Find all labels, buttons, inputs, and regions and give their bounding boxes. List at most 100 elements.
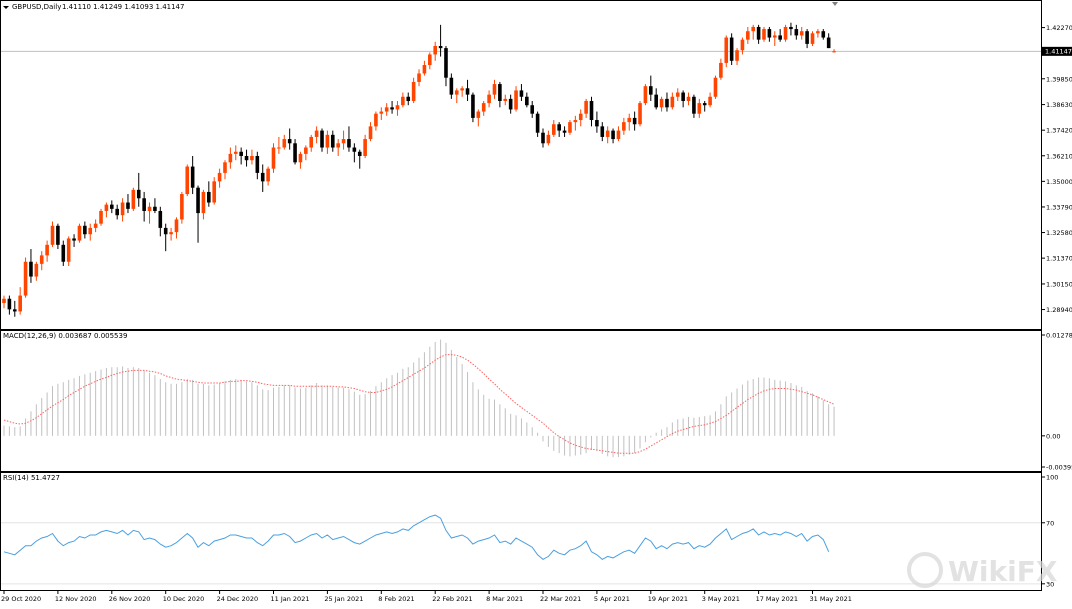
price-axis-tick-label: 1.28940 xyxy=(1046,306,1072,314)
candle-bear xyxy=(110,204,114,209)
candle-bear xyxy=(83,225,87,235)
candle-bear xyxy=(158,210,163,228)
macd-histogram-group xyxy=(3,339,835,458)
chart-shift-marker-icon[interactable] xyxy=(832,2,838,6)
candle-bear xyxy=(541,132,545,144)
time-axis-tick-label: 22 Feb 2021 xyxy=(432,595,472,603)
symbol-dropdown-icon[interactable] xyxy=(3,6,9,9)
candle-bull xyxy=(379,111,384,114)
watermark-logo: WikiFX xyxy=(907,552,1058,588)
candle-bull xyxy=(487,94,491,104)
last-price-label: 1.41147 xyxy=(1045,48,1072,56)
symbol-label: GBPUSD,Daily xyxy=(12,3,61,11)
candle-bear xyxy=(665,98,669,108)
candle-bull xyxy=(304,147,308,154)
ohlc-header: 1.41110 1.41249 1.41093 1.41147 xyxy=(62,3,184,11)
candle-bear xyxy=(320,130,324,148)
rsi-axis-tick-label: 100 xyxy=(1046,474,1058,482)
macd-axis-tick-label: -0.003952 xyxy=(1046,464,1072,472)
candle-bull xyxy=(578,113,583,121)
candle-bull xyxy=(686,96,691,101)
candle-bear xyxy=(692,96,696,114)
candle-bear xyxy=(190,166,195,188)
candle-bull xyxy=(180,194,184,220)
rsi-axis-tick-label: 30 xyxy=(1046,580,1054,588)
candle-bear xyxy=(287,139,292,144)
price-axis-tick-label: 1.35000 xyxy=(1046,178,1072,186)
candle-bear xyxy=(29,261,33,277)
candle-bear xyxy=(535,113,540,133)
candle-bear xyxy=(347,139,351,148)
candle-bear xyxy=(438,45,443,49)
candle-bull xyxy=(233,151,238,154)
candle-bear xyxy=(136,189,141,199)
candle-bear xyxy=(207,191,211,203)
price-axis-tick-label: 1.36210 xyxy=(1046,152,1072,160)
macd-axis-ticks: 0.012786 0.00 -0.003952 xyxy=(1042,332,1072,472)
candle-bear xyxy=(330,134,335,148)
price-axis-tick-label: 1.31370 xyxy=(1046,255,1072,263)
candle-bear xyxy=(444,48,448,78)
last-price-tag xyxy=(1042,46,1072,56)
candle-bull xyxy=(638,103,642,125)
candle-bull xyxy=(460,88,464,91)
candle-bear xyxy=(562,130,567,133)
time-axis-tick-label: 8 Mar 2021 xyxy=(486,595,523,603)
candle-bull xyxy=(50,225,55,245)
candles-group xyxy=(2,22,836,317)
candle-bull xyxy=(39,255,44,264)
candle-bull xyxy=(99,210,103,224)
candle-bull xyxy=(23,261,28,296)
candle-bear xyxy=(789,26,793,30)
candle-bull xyxy=(810,33,815,44)
price-axis-tick-label: 1.32580 xyxy=(1046,229,1072,237)
candle-bull xyxy=(719,62,723,78)
candle-bull xyxy=(120,202,125,216)
candle-bull xyxy=(476,111,481,118)
macd-signal-line xyxy=(3,354,835,454)
candle-bear xyxy=(357,151,362,156)
time-axis-tick-label: 3 May 2021 xyxy=(702,595,740,603)
candle-bull xyxy=(368,126,373,140)
candle-bull xyxy=(325,134,330,148)
time-axis-tick-label: 22 Mar 2021 xyxy=(540,595,581,603)
candle-bull xyxy=(503,98,508,101)
time-axis-ticks: 29 Oct 2020 12 Nov 2020 26 Nov 2020 10 Dec … xyxy=(1,590,852,603)
candle-bull xyxy=(713,77,718,97)
price-axis-tick-label: 1.37420 xyxy=(1046,127,1072,135)
candle-bull xyxy=(735,50,739,61)
candle-bull xyxy=(277,147,281,149)
candle-bull xyxy=(492,84,497,95)
candle-bull xyxy=(751,26,756,32)
candle-bull xyxy=(212,181,217,203)
time-axis-tick-label: 10 Dec 2020 xyxy=(163,595,205,603)
candle-bull xyxy=(551,124,556,135)
candle-bear xyxy=(805,31,809,44)
rsi-pane-frame xyxy=(0,472,1042,591)
candle-bull xyxy=(659,98,664,108)
candle-bear xyxy=(293,143,297,163)
candle-bear xyxy=(530,105,535,114)
candle-bear xyxy=(153,206,157,211)
candle-bull xyxy=(697,103,702,114)
candle-bear xyxy=(126,202,130,209)
price-axis-tick-label: 1.33790 xyxy=(1046,203,1072,211)
time-axis-tick-label: 24 Dec 2020 xyxy=(217,595,259,603)
time-axis-tick-label: 12 Nov 2020 xyxy=(55,595,97,603)
candle-bull xyxy=(568,122,572,133)
candle-bear xyxy=(196,187,200,214)
candle-bear xyxy=(390,107,394,110)
rsi-axis-ticks: 100 70 30 xyxy=(1042,474,1058,588)
candle-bull xyxy=(374,113,378,127)
time-axis-tick-label: 19 Apr 2021 xyxy=(648,595,688,603)
candle-bear xyxy=(611,130,615,140)
candle-bull xyxy=(395,105,400,110)
candle-bear xyxy=(7,298,12,310)
candle-bull xyxy=(174,219,179,233)
candle-bull xyxy=(34,263,39,277)
candle-bear xyxy=(465,88,470,95)
candle-bull xyxy=(411,81,416,101)
candle-bull xyxy=(643,86,648,104)
